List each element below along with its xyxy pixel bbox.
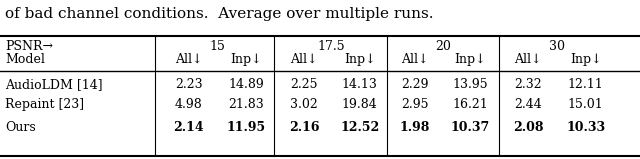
Text: 2.44: 2.44 xyxy=(514,98,542,111)
Text: Inp↓: Inp↓ xyxy=(344,53,376,66)
Text: 12.52: 12.52 xyxy=(340,121,380,135)
Text: Inp↓: Inp↓ xyxy=(454,53,486,66)
Text: 2.32: 2.32 xyxy=(514,78,542,91)
Text: 10.37: 10.37 xyxy=(451,121,490,135)
Text: 3.02: 3.02 xyxy=(290,98,318,111)
Text: All↓: All↓ xyxy=(291,53,317,66)
Text: 2.14: 2.14 xyxy=(173,121,204,135)
Text: 20: 20 xyxy=(435,40,451,53)
Text: AudioLDM [14]: AudioLDM [14] xyxy=(5,78,103,91)
Text: 13.95: 13.95 xyxy=(452,78,488,91)
Text: 15.01: 15.01 xyxy=(568,98,604,111)
Text: of bad channel conditions.  Average over multiple runs.: of bad channel conditions. Average over … xyxy=(5,7,434,21)
Text: PSNR→: PSNR→ xyxy=(5,40,53,53)
Text: 2.16: 2.16 xyxy=(289,121,319,135)
Text: 11.95: 11.95 xyxy=(227,121,266,135)
Text: Repaint [23]: Repaint [23] xyxy=(5,98,84,111)
Text: All↓: All↓ xyxy=(515,53,541,66)
Text: All↓: All↓ xyxy=(401,53,428,66)
Text: 30: 30 xyxy=(548,40,564,53)
Text: 14.89: 14.89 xyxy=(228,78,264,91)
Text: 14.13: 14.13 xyxy=(342,78,378,91)
Text: 2.25: 2.25 xyxy=(291,78,317,91)
Text: 4.98: 4.98 xyxy=(175,98,203,111)
Text: Inp↓: Inp↓ xyxy=(230,53,262,66)
Text: 10.33: 10.33 xyxy=(566,121,605,135)
Text: Model: Model xyxy=(5,53,45,66)
Text: 12.11: 12.11 xyxy=(568,78,604,91)
Text: 2.08: 2.08 xyxy=(513,121,543,135)
Text: 2.95: 2.95 xyxy=(401,98,428,111)
Text: All↓: All↓ xyxy=(175,53,202,66)
Text: 19.84: 19.84 xyxy=(342,98,378,111)
Text: Inp↓: Inp↓ xyxy=(570,53,602,66)
Text: 15: 15 xyxy=(210,40,225,53)
Text: 17.5: 17.5 xyxy=(317,40,346,53)
Text: 2.29: 2.29 xyxy=(401,78,428,91)
Text: 16.21: 16.21 xyxy=(452,98,488,111)
Text: 2.23: 2.23 xyxy=(175,78,203,91)
Text: 1.98: 1.98 xyxy=(399,121,430,135)
Text: Ours: Ours xyxy=(5,121,36,135)
Text: 21.83: 21.83 xyxy=(228,98,264,111)
